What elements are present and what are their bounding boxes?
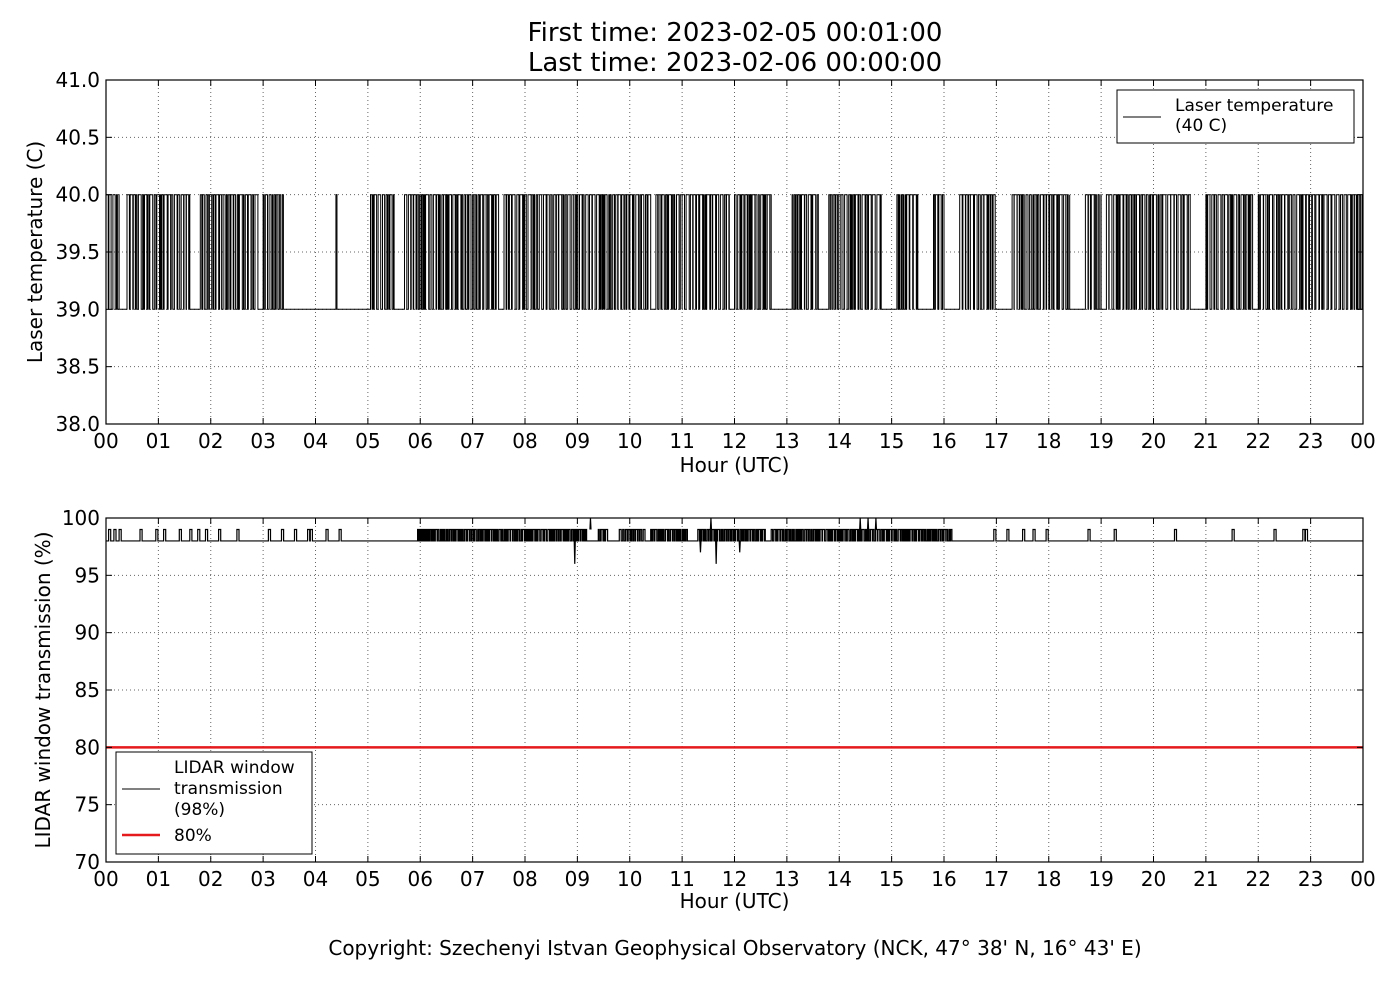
y-tick-label: 70 [75,850,100,874]
legend-label: (40 C) [1175,116,1227,136]
transmission-dip [573,540,576,564]
x-tick-label: 22 [1246,429,1271,453]
y-tick-label: 75 [75,793,100,817]
laser-temperature-panel: 00 01 02 03 04 05 06 07 08 09 10 11 12 13 14 15 16 17 18 19… [23,68,1376,477]
x-tick-label: 09 [565,429,590,453]
x-tick-label: 07 [460,867,485,891]
x-tick-label: 05 [355,429,380,453]
y-tick-label: 85 [75,678,100,702]
y-tick-label: 39.5 [55,240,100,264]
copyright-text: Copyright: Szechenyi Istvan Geophysical … [328,936,1142,960]
legend: Laser temperature(40 C) [1116,89,1355,144]
legend-label: (98%) [174,800,225,820]
x-tick-label: 14 [827,867,852,891]
x-axis-label: Hour (UTC) [680,453,790,477]
legend-label: Laser temperature [1175,96,1333,116]
x-tick-label: 08 [512,429,537,453]
x-tick-label: 09 [565,867,590,891]
x-tick-label: 05 [355,867,380,891]
x-tick-label: 21 [1193,429,1218,453]
x-tick-label: 01 [146,429,171,453]
x-tick-label: 15 [879,429,904,453]
y-tick-label: 41.0 [55,68,100,92]
x-tick-label: 10 [617,867,642,891]
x-tick-label: 03 [250,429,275,453]
transmission-peak [709,517,713,530]
x-tick-label: 10 [617,429,642,453]
transmission-peak [859,517,862,530]
x-tick-label: 07 [460,429,485,453]
legend-label: transmission [174,779,283,799]
first-time-title: First time: 2023-02-05 00:01:00 [527,18,943,48]
transmission-peak [874,517,878,530]
y-tick-label: 38.0 [55,412,100,436]
lidar-transmission-line [106,528,1363,542]
x-tick-label: 23 [1298,867,1323,891]
x-tick-label: 04 [303,867,328,891]
x-tick-label: 06 [408,429,433,453]
x-tick-label: 20 [1141,867,1166,891]
x-tick-label: 00 [1350,429,1375,453]
x-tick-label: 17 [984,867,1009,891]
y-axis-label: LIDAR window transmission (%) [31,532,55,849]
x-axis-label: Hour (UTC) [680,889,790,913]
x-tick-label: 18 [1036,429,1061,453]
transmission-dip [699,540,702,553]
x-tick-label: 16 [931,429,956,453]
x-tick-label: 11 [669,867,694,891]
y-tick-label: 90 [75,621,100,645]
transmission-peak [589,517,592,530]
x-tick-label: 11 [669,429,694,453]
x-tick-label: 12 [722,867,747,891]
x-tick-label: 01 [146,867,171,891]
x-tick-label: 02 [198,429,223,453]
x-tick-label: 15 [879,867,904,891]
x-tick-label: 03 [250,867,275,891]
x-tick-label: 02 [198,867,223,891]
x-tick-label: 12 [722,429,747,453]
lidar-transmission-panel: 00 01 02 03 04 05 06 07 08 09 10 11 12 13 14 15 16 17 18 19… [31,506,1376,913]
y-tick-label: 40.0 [55,183,100,207]
x-tick-label: 04 [303,429,328,453]
y-tick-label: 100 [62,506,100,530]
y-tick-label: 80 [75,735,100,759]
transmission-peak [866,517,870,530]
x-tick-label: 14 [827,429,852,453]
x-tick-label: 00 [1350,867,1375,891]
x-tick-label: 22 [1246,867,1271,891]
y-tick-label: 40.5 [55,125,100,149]
x-tick-label: 06 [408,867,433,891]
x-tick-label: 21 [1193,867,1218,891]
x-tick-label: 00 [93,867,118,891]
transmission-dip [738,540,741,553]
transmission-dip [715,540,718,564]
legend-label: 80% [174,826,212,846]
x-tick-label: 00 [93,429,118,453]
x-tick-label: 16 [931,867,956,891]
x-tick-label: 19 [1088,867,1113,891]
last-time-title: Last time: 2023-02-06 00:00:00 [527,48,943,78]
x-tick-label: 20 [1141,429,1166,453]
y-tick-label: 39.0 [55,297,100,321]
y-tick-label: 38.5 [55,355,100,379]
x-tick-label: 18 [1036,867,1061,891]
legend-box [115,751,313,855]
x-tick-label: 08 [512,867,537,891]
laser-temperature-line [105,194,1364,310]
y-tick-label: 95 [75,563,100,587]
y-axis-label: Laser temperature (C) [23,141,47,363]
x-tick-label: 13 [774,429,799,453]
x-tick-label: 13 [774,867,799,891]
laser-temperature-spike [335,194,338,310]
x-tick-label: 17 [984,429,1009,453]
x-tick-label: 23 [1298,429,1323,453]
x-tick-label: 19 [1088,429,1113,453]
legend-label: LIDAR window [174,758,295,778]
